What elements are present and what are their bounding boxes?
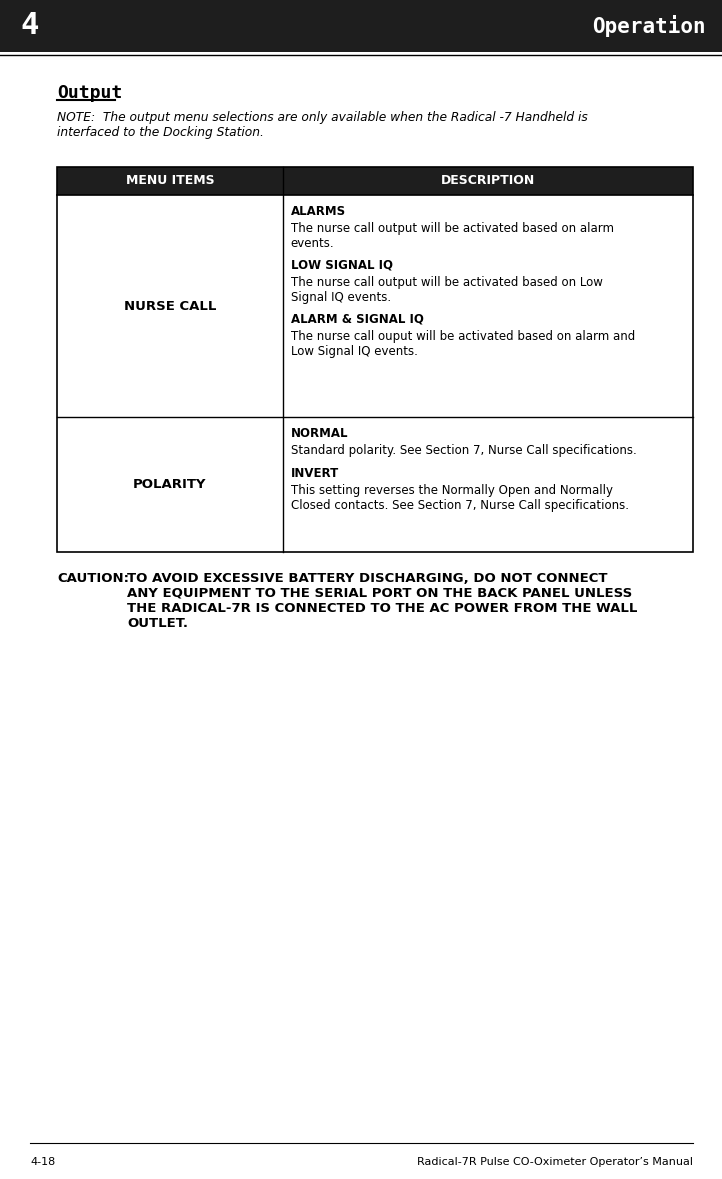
- Text: INVERT: INVERT: [291, 467, 339, 480]
- Bar: [0, 0, 722, 52]
- Text: The nurse call ouput will be activated based on alarm and
Low Signal IQ events.: The nurse call ouput will be activated b…: [291, 330, 635, 358]
- Text: DESCRIPTION: DESCRIPTION: [440, 174, 535, 187]
- Text: The nurse call output will be activated based on Low
Signal IQ events.: The nurse call output will be activated …: [291, 276, 603, 304]
- Text: NORMAL: NORMAL: [291, 427, 348, 440]
- Text: NURSE CALL: NURSE CALL: [123, 299, 216, 312]
- Text: TO AVOID EXCESSIVE BATTERY DISCHARGING, DO NOT CONNECT
ANY EQUIPMENT TO THE SERI: TO AVOID EXCESSIVE BATTERY DISCHARGING, …: [127, 572, 638, 630]
- Text: Output: Output: [57, 84, 122, 103]
- Bar: [57, 417, 693, 552]
- Text: POLARITY: POLARITY: [133, 477, 206, 490]
- Text: Radical-7R Pulse CO-Oximeter Operator’s Manual: Radical-7R Pulse CO-Oximeter Operator’s …: [417, 1157, 693, 1167]
- Text: This setting reverses the Normally Open and Normally
Closed contacts. See Sectio: This setting reverses the Normally Open …: [291, 485, 629, 512]
- Text: LOW SIGNAL IQ: LOW SIGNAL IQ: [291, 259, 393, 272]
- Text: 4-18: 4-18: [30, 1157, 56, 1167]
- Bar: [57, 195, 693, 417]
- Text: Standard polarity. See Section 7, Nurse Call specifications.: Standard polarity. See Section 7, Nurse …: [291, 444, 637, 457]
- Text: ALARMS: ALARMS: [291, 205, 346, 218]
- Text: NOTE:  The output menu selections are only available when the Radical -7 Handhel: NOTE: The output menu selections are onl…: [57, 111, 588, 139]
- Text: CAUTION:: CAUTION:: [57, 572, 129, 585]
- Text: MENU ITEMS: MENU ITEMS: [126, 174, 214, 187]
- Text: ALARM & SIGNAL IQ: ALARM & SIGNAL IQ: [291, 312, 424, 327]
- Bar: [57, 167, 693, 195]
- Bar: [57, 167, 693, 552]
- Text: The nurse call output will be activated based on alarm
events.: The nurse call output will be activated …: [291, 222, 614, 250]
- Text: Operation: Operation: [592, 15, 706, 37]
- Text: 4: 4: [21, 12, 39, 40]
